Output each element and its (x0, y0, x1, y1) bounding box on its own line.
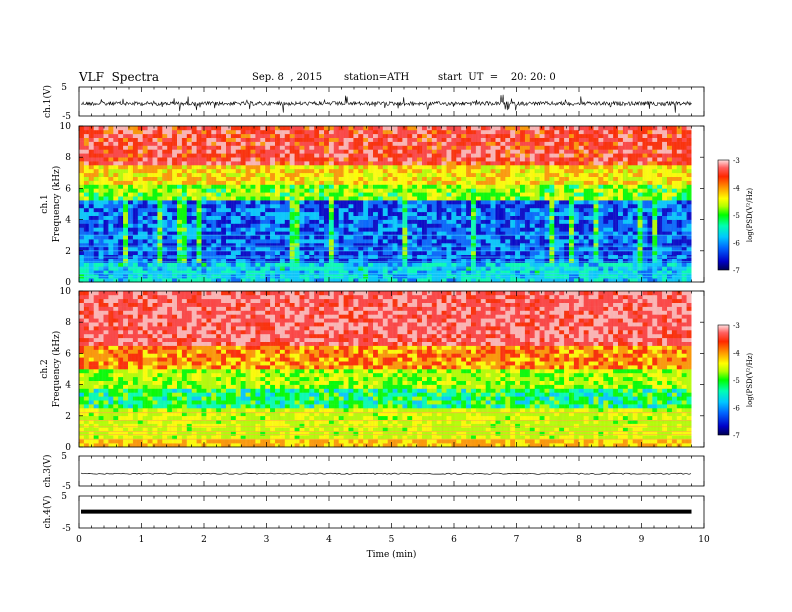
start-time-label: start UT = 20: 20: 0 (438, 72, 556, 83)
chart-title: VLF Spectra (79, 70, 160, 84)
y-tick-label: 5 (61, 83, 67, 93)
ch1-waveform (80, 94, 692, 113)
y-tick-label: -5 (62, 112, 71, 122)
date-label: Sep. 8 , 2015 (252, 72, 323, 83)
station-label: station=ATH (344, 72, 410, 83)
channel-label: ch.1(V) (42, 85, 53, 118)
